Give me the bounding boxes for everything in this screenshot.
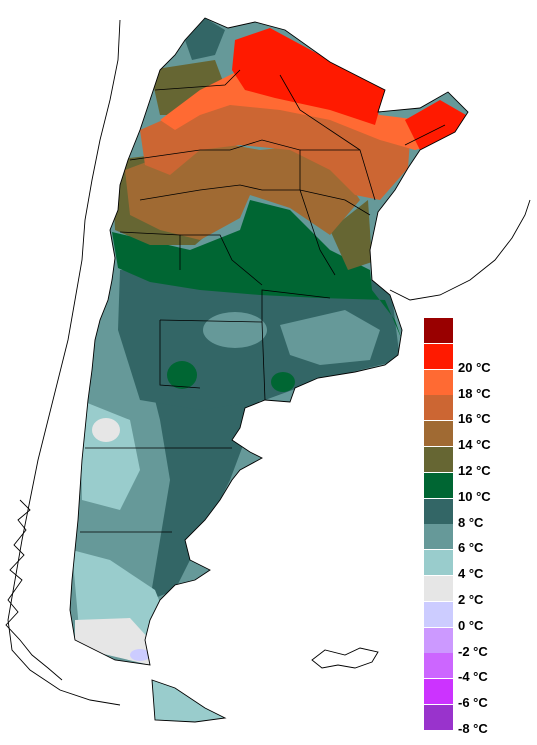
legend-swatch [424,550,453,577]
legend-label: 18 °C [458,385,491,401]
chile-coastline [7,19,121,706]
legend-label: 4 °C [458,566,484,582]
legend-swatch [424,679,453,706]
legend-swatch [424,421,453,448]
legend-label: -8 °C [458,721,488,736]
legend-label: 12 °C [458,463,491,478]
legend-label: -2 °C [458,643,488,659]
legend-swatch [424,653,453,680]
legend-label: 14 °C [458,437,491,453]
legend-swatch [424,447,453,473]
uruguay-coast [389,199,531,301]
falkland-islands [311,647,379,669]
legend-swatch [424,343,453,370]
legend-swatch [424,318,453,344]
legend-label: 2 °C [458,592,484,607]
legend-label: 10 °C [458,488,491,504]
province-borders [80,69,446,533]
legend-swatch [424,601,453,628]
legend-swatch [424,498,453,525]
legend-swatch [424,395,453,422]
legend-label: -4 °C [458,669,488,685]
legend-label: 16 °C [458,411,491,427]
legend-label: 20 °C [458,359,491,375]
legend-swatch [424,705,453,731]
legend-swatch [424,627,453,654]
legend-label: 6 °C [458,540,484,556]
legend-label: 8 °C [458,514,484,530]
legend-swatch [424,524,453,551]
legend-label: -6 °C [458,695,488,711]
legend-swatch [424,576,453,602]
legend-swatch [424,472,453,499]
legend-label: 0 °C [458,617,484,633]
legend-swatch [424,369,453,396]
tierra-del-fuego [151,679,227,723]
argentina-outline [69,17,469,666]
chile-islands [5,499,63,681]
